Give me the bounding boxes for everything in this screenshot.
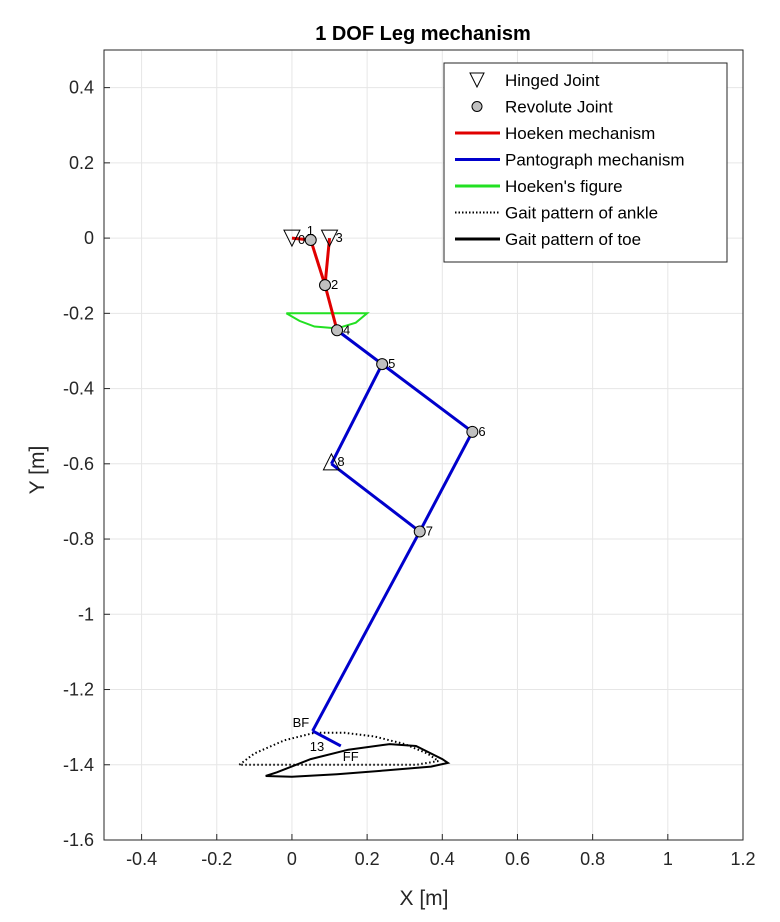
legend-label: Hinged Joint: [505, 71, 600, 90]
y-tick-label: -1.4: [63, 755, 94, 775]
x-axis-ticks: -0.4 -0.2 0 0.2 0.4 0.6 0.8 1 1.2: [126, 834, 756, 869]
hinged-joint-marker: [283, 229, 301, 248]
chart-title: 1 DOF Leg mechanism: [315, 23, 531, 45]
hinged-joint-marker: [322, 452, 341, 471]
joint-label: 7: [426, 524, 433, 539]
hoeken-link: [323, 284, 339, 331]
x-tick-label: -0.2: [201, 849, 232, 869]
hoeken-link: [309, 239, 327, 286]
pantograph-link: [311, 530, 422, 732]
y-tick-label: 0.2: [69, 153, 94, 173]
x-tick-label: 0.6: [505, 849, 530, 869]
gait-patterns: [238, 731, 451, 778]
joint-label: BF: [293, 715, 310, 730]
x-tick-label: 1: [663, 849, 673, 869]
pantograph-link: [311, 729, 342, 748]
legend-revolute-icon: [471, 101, 483, 112]
pantograph-link: [330, 363, 384, 465]
hoeken-figure-curve: [285, 312, 370, 330]
hoeken-link: [323, 237, 332, 286]
plot-area-frame: [103, 49, 744, 841]
hinged-joint-marker: [320, 229, 339, 248]
legend-label: Hoeken mechanism: [505, 124, 655, 143]
y-tick-label: -0.4: [63, 379, 94, 399]
x-axis-label: X [m]: [399, 887, 448, 910]
y-axis-label: Y [m]: [26, 446, 49, 495]
joint-label: 2: [331, 277, 338, 292]
joint-label: 8: [337, 454, 344, 469]
joint-label: 5: [388, 356, 395, 371]
joint-label: 1: [307, 223, 314, 238]
pantograph-link: [336, 329, 384, 366]
revolute-joint-marker: [413, 525, 426, 538]
joint-label: 3: [336, 230, 343, 245]
x-tick-label: 0: [287, 849, 297, 869]
legend: Hinged Joint Revolute Joint Hoeken mechani…: [443, 62, 728, 263]
x-tick-label: 0.4: [430, 849, 455, 869]
legend-label: Gait pattern of ankle: [505, 204, 658, 223]
pantograph-link: [418, 431, 474, 533]
revolute-joint-marker: [319, 279, 332, 292]
revolute-joint-marker: [466, 425, 479, 438]
x-tick-label: -0.4: [126, 849, 157, 869]
y-tick-label: -0.2: [63, 303, 94, 323]
x-tick-label: 1.2: [730, 849, 755, 869]
legend-label: Gait pattern of toe: [505, 230, 641, 249]
y-tick-label: 0.4: [69, 78, 94, 98]
y-tick-label: -0.8: [63, 529, 94, 549]
ankle-gait-curve: [238, 731, 442, 766]
revolute-joint-marker: [304, 233, 317, 246]
legend-label: Revolute Joint: [505, 98, 613, 117]
mechanism-links: [291, 236, 474, 748]
y-tick-label: -1: [78, 604, 94, 624]
revolute-joint-marker: [331, 324, 344, 337]
x-tick-label: 0.2: [355, 849, 380, 869]
y-tick-label: 0: [84, 228, 94, 248]
y-axis-ticks: 0.4 0.2 0 -0.2 -0.4 -0.6 -0.8 -1 -1.2 -1.4 -1.6: [63, 78, 110, 850]
pantograph-link: [381, 362, 474, 434]
legend-label: Pantograph mechanism: [505, 151, 685, 170]
pantograph-link: [330, 462, 421, 533]
y-tick-label: -0.6: [63, 454, 94, 474]
legend-label: Hoeken's figure: [505, 177, 623, 196]
y-tick-label: -1.6: [63, 830, 94, 850]
joint-label: 4: [343, 322, 350, 337]
joint-label: 13: [310, 739, 324, 754]
revolute-joint-marker: [376, 358, 389, 371]
hoeken-figure-line: [285, 312, 370, 330]
y-tick-label: -1.2: [63, 680, 94, 700]
x-tick-label: 0.8: [580, 849, 605, 869]
legend-hinged-icon: [469, 72, 485, 89]
legend-box: [443, 62, 728, 263]
joint-label: FF: [343, 749, 359, 764]
toe-gait-curve: [265, 743, 451, 778]
joint-label: 0: [298, 232, 305, 247]
joint-label: 6: [478, 424, 485, 439]
